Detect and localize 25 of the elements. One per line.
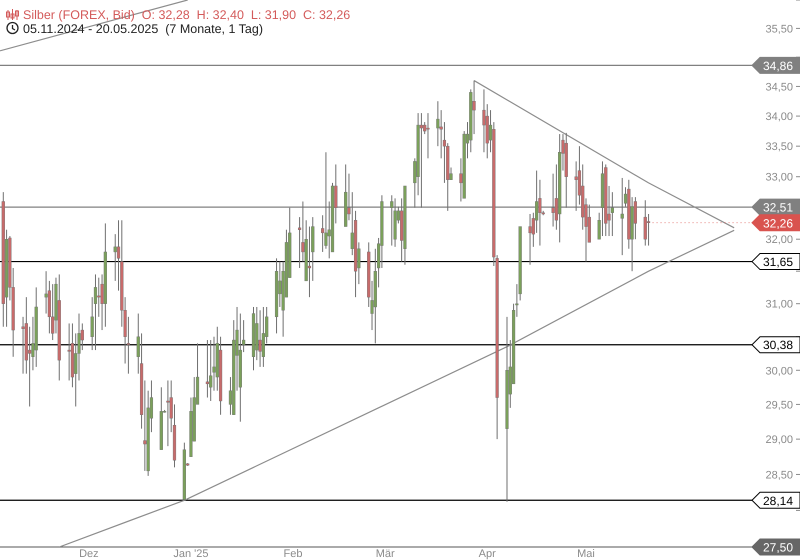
text: 05.11.2024 - 20.05.2025 (7 Monate, 1 Tag) bbox=[23, 22, 263, 36]
ref-line-label: 34,86 bbox=[762, 58, 794, 73]
y-tick-label: 33,50 bbox=[765, 141, 793, 154]
x-tick-label: Jan '25 bbox=[173, 548, 209, 560]
y-tick-label: 31,00 bbox=[765, 298, 793, 311]
y-tick-label: 35,50 bbox=[765, 23, 793, 36]
x-tick-label: Dez bbox=[79, 548, 99, 560]
x-tick-label: Apr bbox=[478, 548, 496, 560]
y-tick-label: 30,00 bbox=[765, 365, 793, 378]
y-tick-label: 27,50 bbox=[762, 540, 794, 554]
ref-line-label: 28,14 bbox=[762, 494, 794, 508]
y-tick-label: 29,50 bbox=[765, 399, 793, 412]
y-tick-label: 28,50 bbox=[765, 469, 793, 482]
y-tick-label: 34,50 bbox=[765, 81, 793, 94]
y-tick-label: 33,00 bbox=[765, 172, 793, 184]
ref-line-label: 32,51 bbox=[762, 200, 794, 215]
ref-line-label: 30,38 bbox=[762, 338, 794, 352]
ref-line-label: 31,65 bbox=[762, 255, 794, 270]
annotation: 32,26 bbox=[762, 216, 794, 230]
x-tick-label: Feb bbox=[284, 548, 302, 560]
y-tick-label: 29,00 bbox=[765, 434, 793, 446]
y-tick-label: 34,00 bbox=[765, 111, 793, 124]
x-tick-label: Mai bbox=[577, 548, 595, 560]
x-tick-label: Mär bbox=[376, 548, 395, 560]
y-tick-label: 32,00 bbox=[765, 234, 793, 246]
